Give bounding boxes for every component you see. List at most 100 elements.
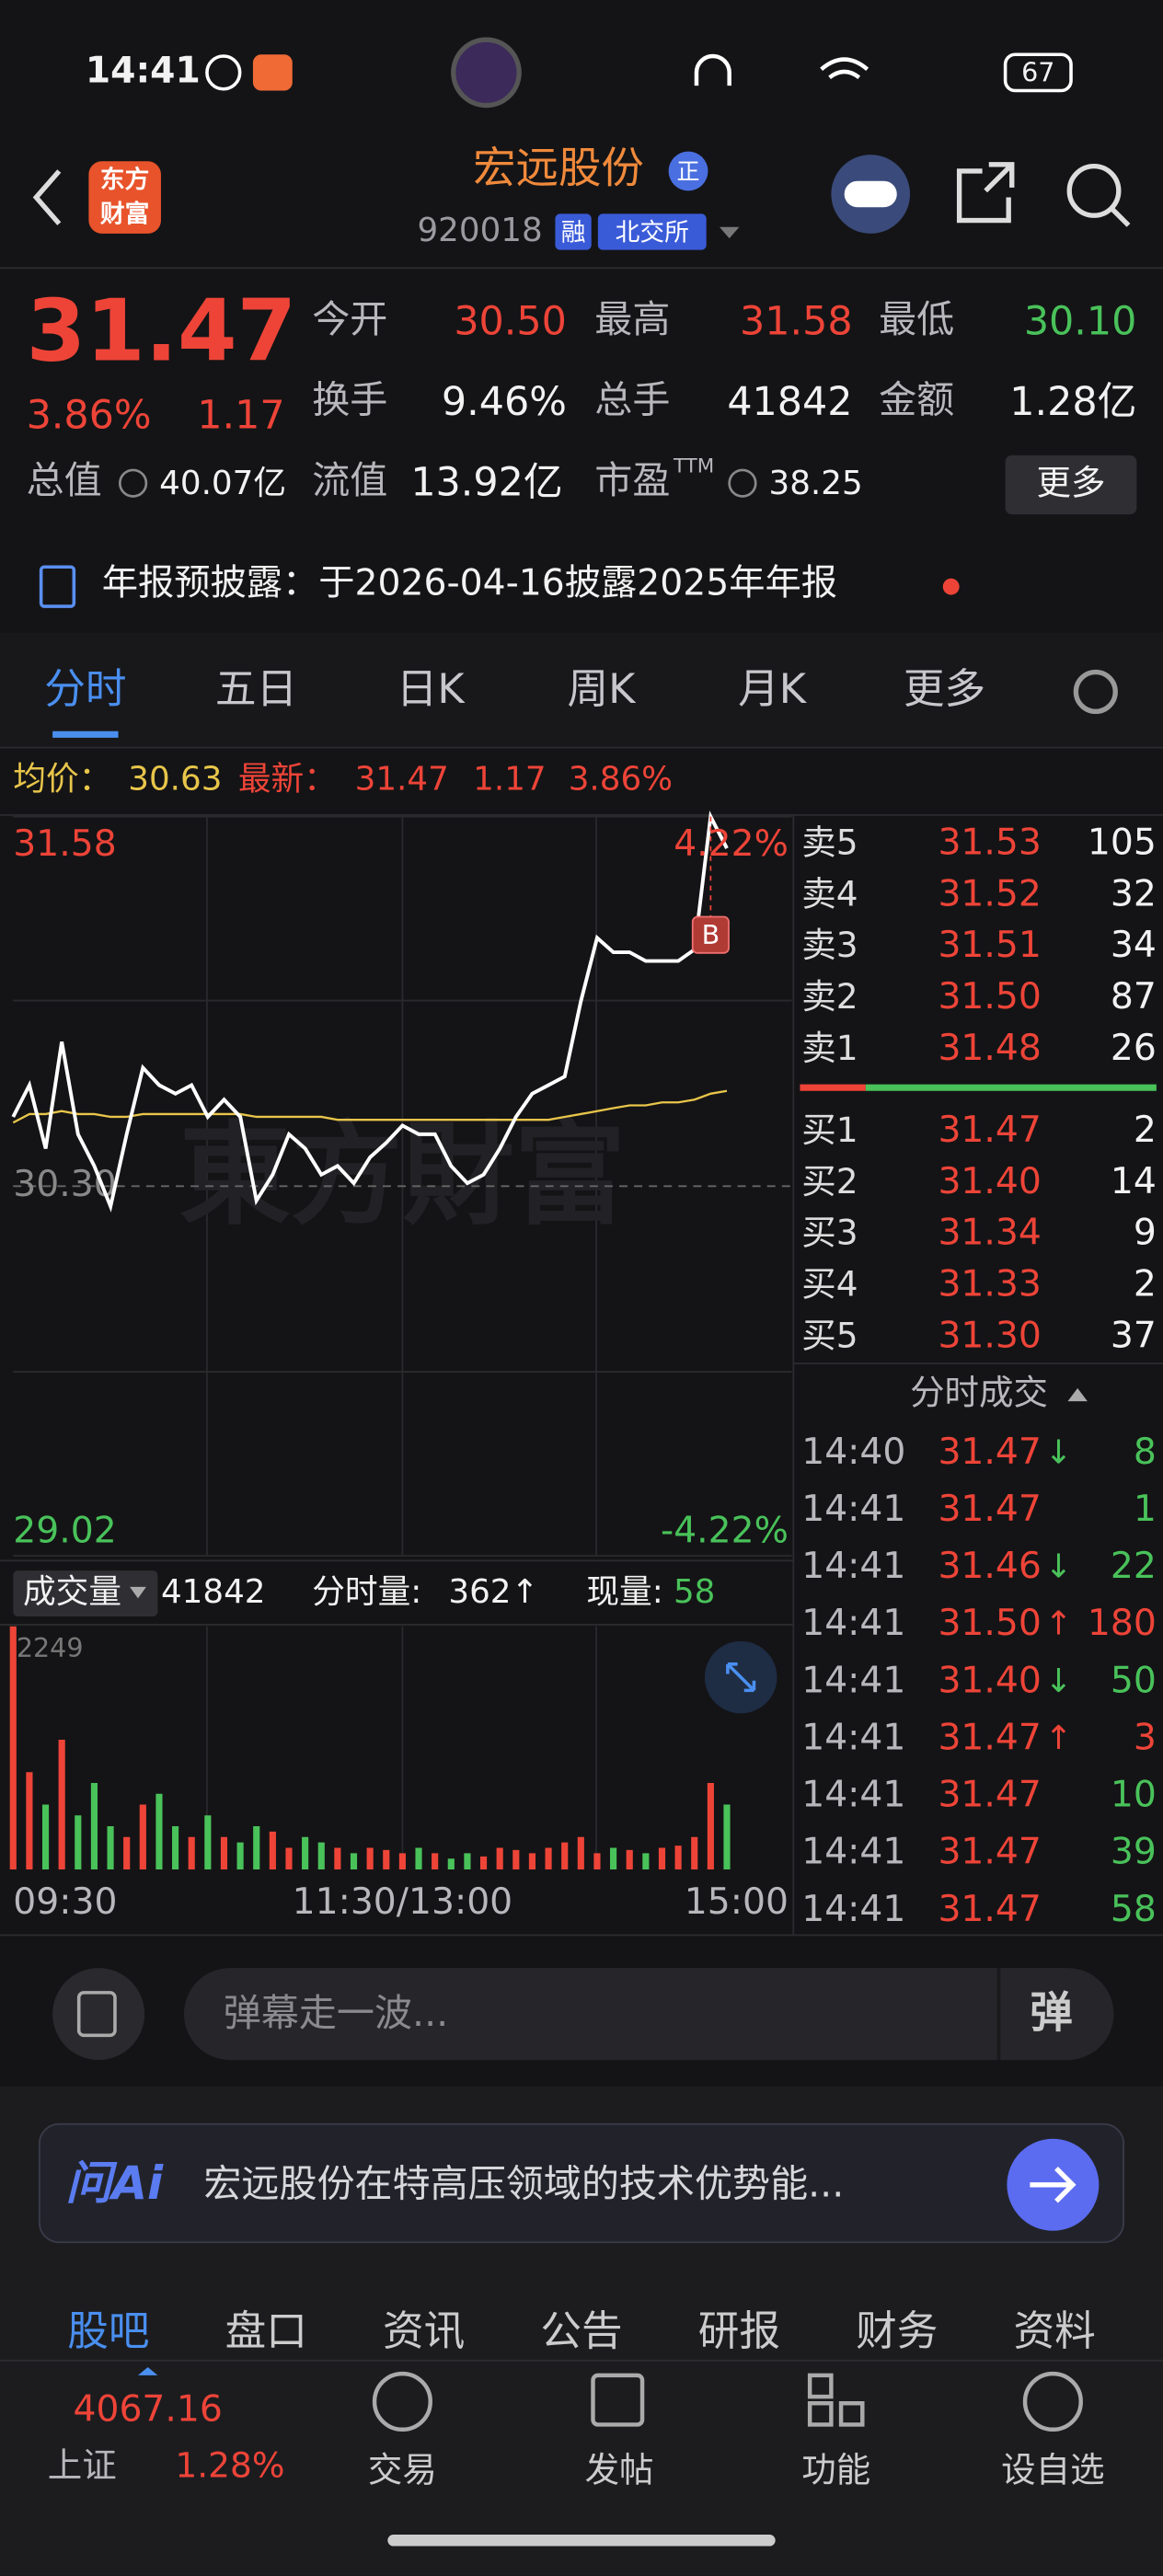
- stat-label: 换手: [312, 378, 387, 422]
- volume-bar: [528, 1853, 536, 1869]
- stat-value: 1.28亿: [1009, 379, 1136, 425]
- ai-logo: 问Ai: [65, 2156, 164, 2210]
- volume-bar: [155, 1793, 163, 1869]
- tab[interactable]: 周K: [567, 665, 637, 713]
- bottom-tab[interactable]: 公告: [540, 2307, 622, 2355]
- pct: 3.86%: [569, 760, 673, 798]
- avg: 30.63: [128, 760, 222, 798]
- trade-price: 31.40: [938, 1660, 1041, 1701]
- trade-dir: ↓: [1044, 1433, 1072, 1471]
- volume-total: 41842: [161, 1573, 266, 1611]
- comment-input[interactable]: [183, 1968, 1114, 2061]
- volume-label[interactable]: 成交量: [23, 1573, 121, 1611]
- bottom-tab[interactable]: 资讯: [383, 2307, 465, 2355]
- volume-bar: [545, 1847, 552, 1869]
- trade-qty: 3: [1134, 1717, 1157, 1758]
- battery: 67: [1021, 57, 1054, 88]
- bottom-tab[interactable]: 研报: [698, 2307, 780, 2355]
- stat-label: 最高: [594, 297, 670, 341]
- marker: B: [702, 919, 720, 950]
- trades-title[interactable]: 分时成交: [910, 1373, 1048, 1413]
- volume-bar: [561, 1842, 569, 1869]
- stock-name: 宏远股份: [473, 143, 644, 192]
- book-price: 31.48: [938, 1028, 1041, 1069]
- volume-bar: [723, 1804, 731, 1869]
- book-price: 31.34: [938, 1213, 1041, 1254]
- share[interactable]: [956, 162, 1015, 224]
- tab[interactable]: 日K: [397, 665, 466, 713]
- volume-bar: [220, 1836, 228, 1869]
- stat-label: 市盈: [594, 458, 670, 502]
- book-qty: 105: [1088, 822, 1157, 863]
- book-label: 买3: [801, 1213, 858, 1253]
- latest: 31.47: [355, 760, 449, 798]
- volume-bar: [512, 1849, 520, 1869]
- tab[interactable]: 五日: [215, 665, 297, 713]
- nav-item[interactable]: 发帖: [585, 2450, 654, 2490]
- volume-bar: [626, 1849, 633, 1869]
- index-pct: 1.28%: [175, 2444, 284, 2485]
- nav-item[interactable]: 设自选: [1001, 2450, 1104, 2490]
- trade-time: 14:41: [801, 1889, 905, 1930]
- volume-bar: [334, 1847, 341, 1869]
- volume-bar: [577, 1836, 584, 1869]
- volume-bar: [253, 1826, 260, 1869]
- stat-label: 流值: [312, 458, 387, 502]
- book-qty: 9: [1134, 1213, 1157, 1254]
- volume-bar: [691, 1836, 698, 1869]
- trade-dir: ↑: [1044, 1605, 1072, 1643]
- bottom-tab[interactable]: 财务: [856, 2307, 938, 2355]
- latest-label: 最新：: [238, 760, 337, 798]
- volume-bar: [26, 1772, 33, 1869]
- stat-label: 总手: [594, 378, 670, 422]
- back[interactable]: [32, 169, 62, 225]
- volume-bar: [610, 1847, 617, 1869]
- bottom-tab[interactable]: 股吧: [67, 2307, 149, 2355]
- bottom-tab[interactable]: 资料: [1014, 2307, 1096, 2355]
- change: 1.17: [473, 760, 546, 798]
- trade-price: 31.47: [938, 1489, 1041, 1530]
- tab[interactable]: 月K: [738, 665, 808, 713]
- nav-item[interactable]: 交易: [368, 2450, 437, 2490]
- stat-label: 今开: [312, 297, 387, 341]
- book-label: 买1: [801, 1110, 858, 1150]
- danmu-toggle[interactable]: 弹: [1030, 1987, 1072, 2037]
- search[interactable]: [1066, 163, 1122, 218]
- nav-item[interactable]: 功能: [801, 2450, 870, 2490]
- trade-price: 31.47: [938, 1432, 1041, 1473]
- bottom-tab[interactable]: 盘口: [225, 2307, 307, 2355]
- trade-price: 31.47: [938, 1889, 1041, 1930]
- tab[interactable]: 更多: [904, 665, 985, 713]
- ai-bar[interactable]: [38, 2122, 1125, 2244]
- stat-label: 最低: [879, 297, 954, 341]
- volume-bar: [415, 1847, 422, 1869]
- volume-bar: [447, 1858, 455, 1869]
- tab[interactable]: 分时: [44, 665, 126, 713]
- current-label: 现量:: [586, 1573, 662, 1611]
- more-label: 更多: [1037, 462, 1106, 502]
- book-qty: 2: [1134, 1264, 1157, 1305]
- volume-bar: [188, 1836, 195, 1869]
- volume-bar: [674, 1846, 682, 1869]
- notice[interactable]: 年报预披露：于2026-04-16披露2025年年报: [102, 562, 837, 604]
- more-button[interactable]: [1005, 454, 1137, 515]
- volume-bar: [41, 1804, 50, 1869]
- trade-qty: 58: [1111, 1889, 1157, 1930]
- comment-icon[interactable]: [52, 1968, 145, 2061]
- trade-price: 31.46: [938, 1546, 1041, 1587]
- trade-price: 31.50: [938, 1603, 1041, 1644]
- marker-box: [691, 915, 730, 954]
- book-price: 31.53: [938, 822, 1041, 863]
- trade-time: 14:41: [801, 1603, 905, 1644]
- volume-bar: [432, 1853, 439, 1869]
- book-label: 卖3: [801, 925, 858, 965]
- ai-prompt: 宏远股份在特高压领域的技术优势能...: [203, 2162, 844, 2206]
- book-label: 买5: [801, 1315, 858, 1355]
- volume-bar: [285, 1847, 293, 1869]
- interval: 362↑: [448, 1573, 538, 1611]
- volume-max: 2249: [17, 1632, 84, 1663]
- volume-bar: [479, 1856, 488, 1869]
- settings[interactable]: [1073, 669, 1118, 715]
- trade-qty: 10: [1111, 1775, 1157, 1816]
